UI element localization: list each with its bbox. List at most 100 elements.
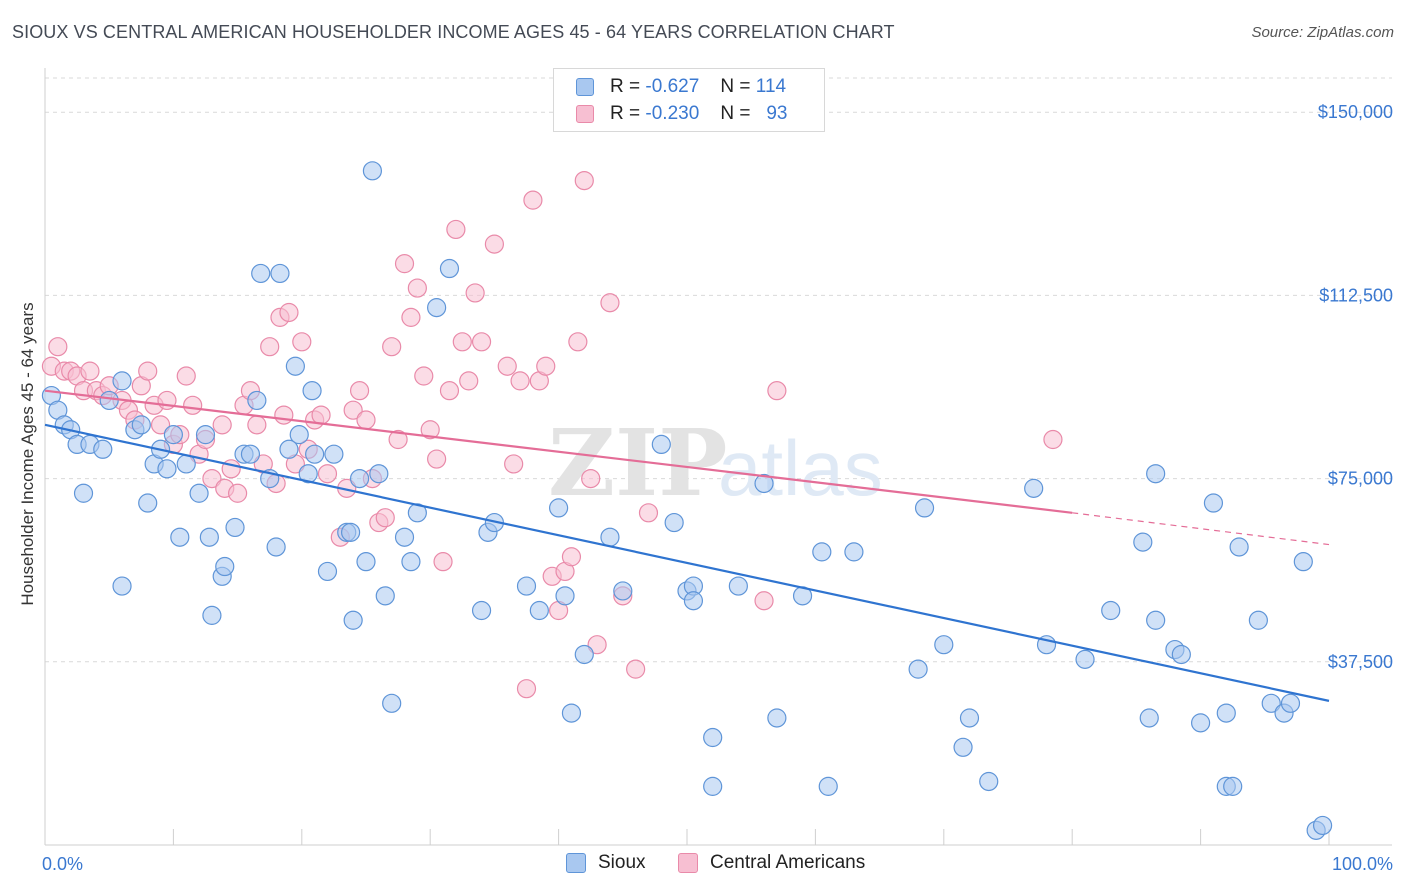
sioux-point: [401, 552, 421, 572]
central-americans-point: [388, 429, 408, 450]
legend-r-label: R =: [610, 76, 641, 97]
sioux-point: [1261, 693, 1281, 713]
central-americans-point: [311, 405, 331, 425]
sioux-trend-line: [44, 423, 1330, 702]
sioux-point: [340, 522, 361, 542]
sioux-point: [215, 556, 235, 577]
central-americans-point: [433, 552, 453, 572]
central-americans-point: [317, 464, 338, 484]
sioux-point: [959, 708, 980, 728]
sioux-point: [289, 425, 309, 445]
sioux-point: [529, 600, 549, 621]
sioux-point: [664, 512, 684, 533]
sioux-point: [356, 552, 376, 572]
central-americans-point: [420, 420, 440, 440]
y-tick-label: $150,000: [1318, 102, 1393, 122]
sioux-point: [1171, 644, 1191, 665]
central-americans-point: [446, 219, 466, 240]
central-americans-point: [465, 283, 485, 303]
sioux-point: [1248, 610, 1268, 630]
sioux-point: [600, 527, 620, 547]
sioux-point: [112, 576, 132, 596]
sioux-legend-label: Sioux: [598, 852, 646, 873]
central-americans-point: [459, 371, 479, 391]
sioux-point: [1075, 649, 1095, 669]
sioux-point: [555, 586, 575, 606]
central-americans-point: [356, 410, 376, 430]
sioux-point: [382, 693, 402, 713]
central-americans-point: [600, 293, 620, 313]
sioux-point: [1139, 708, 1159, 728]
sioux-point: [343, 610, 363, 630]
sioux-point: [324, 444, 344, 464]
sioux-point: [934, 635, 954, 655]
central-americans-point: [260, 337, 280, 357]
sioux-point: [202, 605, 222, 625]
central-americans-point: [568, 332, 588, 352]
legend-r-label: R =: [610, 103, 641, 124]
sioux-point: [471, 600, 492, 621]
central-americans-point: [48, 337, 68, 357]
sioux-point: [225, 517, 245, 538]
sioux-point: [908, 659, 928, 679]
y-tick-label: $75,000: [1328, 469, 1393, 489]
y-tick-label: $112,500: [1319, 285, 1393, 305]
sioux-point: [279, 439, 299, 459]
sioux-point: [93, 439, 113, 459]
source-label: Source: ZipAtlas.com: [1251, 24, 1394, 41]
legend-n-value: 93: [766, 103, 788, 124]
sioux-point: [317, 561, 338, 582]
central-americans-point: [212, 415, 232, 435]
sioux-point: [266, 537, 286, 557]
sioux-point: [163, 425, 183, 445]
sioux-point: [561, 703, 582, 723]
sioux-point: [394, 527, 415, 547]
sioux-point: [703, 776, 723, 796]
central-legend-label: Central Americans: [710, 852, 866, 873]
y-axis-label: Householder Income Ages 45 - 64 years: [18, 302, 37, 605]
legend-r-value: -0.627: [645, 76, 700, 97]
central-americans-point: [176, 366, 196, 386]
central-americans-point: [349, 381, 370, 401]
axes: [44, 68, 1392, 846]
central-americans-point: [1043, 429, 1063, 450]
central-americans-point: [382, 337, 402, 357]
sioux-point: [305, 444, 325, 464]
central-americans-point: [561, 547, 582, 567]
sioux-swatch: [576, 78, 594, 96]
sioux-point: [1216, 703, 1236, 723]
sioux-point: [302, 381, 322, 401]
tick-labels: $37,500 $75,000 $112,500 $150,000 0.0% 100.0%: [42, 102, 1393, 874]
sioux-point: [362, 161, 383, 181]
sioux-point: [427, 298, 447, 318]
sioux-point: [613, 581, 633, 601]
central-americans-point: [343, 400, 363, 420]
sioux-point: [1280, 693, 1301, 713]
central-americans-point: [247, 415, 267, 435]
sioux-point: [240, 444, 261, 464]
central-americans-point: [274, 405, 294, 425]
correlation-legend: R = -0.627 N = 114 R = -0.230 N = 93: [553, 68, 825, 132]
y-tick-label: $37,500: [1328, 652, 1393, 672]
central-americans-point: [536, 356, 556, 376]
sioux-point: [131, 415, 151, 435]
watermark: ZIP atlas: [548, 409, 883, 517]
sioux-point: [979, 771, 999, 792]
sioux-point: [99, 390, 119, 411]
sioux-point: [703, 727, 723, 748]
legend-n-label: N =: [720, 103, 751, 124]
central-americans-point: [574, 170, 594, 191]
sioux-point: [1024, 478, 1044, 498]
sioux-point: [270, 263, 290, 284]
central-americans-point: [292, 332, 312, 352]
sioux-point: [1101, 600, 1121, 621]
central-americans-point: [407, 278, 427, 298]
sioux-point: [1133, 532, 1153, 552]
central-americans-point: [138, 361, 158, 381]
central-legend-swatch: [678, 853, 698, 873]
sioux-point: [1229, 537, 1249, 557]
sioux-point: [112, 371, 132, 391]
sioux-point: [953, 737, 973, 757]
sioux-point: [439, 258, 460, 279]
central-americans-point: [401, 307, 421, 327]
